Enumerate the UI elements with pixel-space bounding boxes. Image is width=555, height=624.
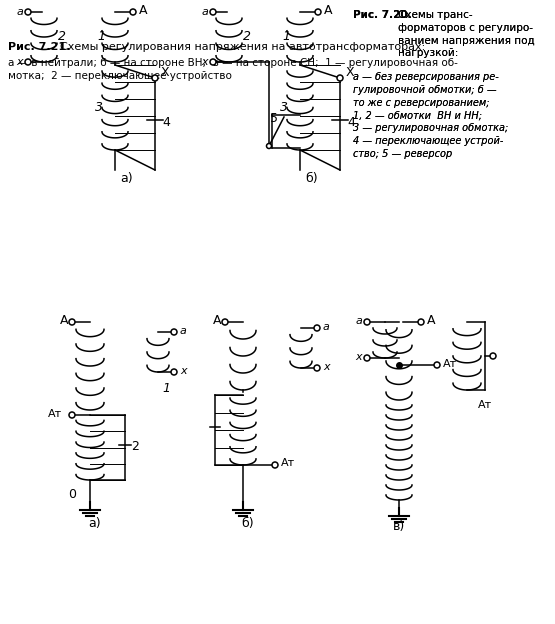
- Circle shape: [364, 319, 370, 325]
- Text: 0: 0: [68, 489, 76, 502]
- Circle shape: [272, 462, 278, 468]
- Text: 1: 1: [282, 31, 290, 44]
- Text: а: а: [17, 7, 23, 17]
- Circle shape: [210, 59, 216, 65]
- Text: 5: 5: [270, 112, 278, 125]
- Text: Aт: Aт: [478, 400, 492, 410]
- Text: 3: 3: [95, 101, 103, 114]
- Text: Рис. 7.20.: Рис. 7.20.: [353, 10, 412, 20]
- Text: A: A: [213, 314, 221, 328]
- Text: Схемы транс-
форматоров с регулиро-
ванием напряжения под
нагрузкой:: Схемы транс- форматоров с регулиро- вани…: [398, 10, 534, 59]
- Text: а: а: [323, 322, 330, 332]
- Circle shape: [490, 353, 496, 359]
- Text: а — в нейтрали; б — на стороне ВН;  в — на стороне СН;  1 — регулировочная об-
м: а — в нейтрали; б — на стороне ВН; в — н…: [8, 58, 458, 80]
- Circle shape: [222, 319, 228, 325]
- Circle shape: [314, 365, 320, 371]
- Circle shape: [418, 319, 424, 325]
- Circle shape: [25, 9, 31, 15]
- Circle shape: [315, 9, 321, 15]
- Text: A: A: [139, 4, 148, 17]
- Text: б): б): [306, 172, 319, 185]
- Circle shape: [171, 329, 177, 335]
- Text: Рис. 7.20.: Рис. 7.20.: [353, 10, 412, 20]
- Text: 1: 1: [97, 31, 105, 44]
- Circle shape: [364, 355, 370, 361]
- Text: а: а: [201, 7, 209, 17]
- Text: в): в): [393, 520, 405, 533]
- Text: x: x: [17, 57, 23, 67]
- Text: x: x: [356, 352, 362, 362]
- Circle shape: [171, 369, 177, 375]
- Text: а: а: [180, 326, 187, 336]
- Circle shape: [314, 325, 320, 331]
- Text: 2: 2: [58, 31, 66, 44]
- Circle shape: [434, 362, 440, 368]
- Text: x: x: [323, 362, 330, 372]
- Text: X: X: [346, 67, 355, 79]
- Text: x: x: [180, 366, 186, 376]
- Text: 4: 4: [162, 115, 170, 129]
- Text: 2: 2: [243, 31, 251, 44]
- Text: а: а: [356, 316, 362, 326]
- Text: Aт: Aт: [443, 359, 457, 369]
- Text: а — без реверсирования ре-
гулировочной обмотки; б —
то же с реверсированием;
1,: а — без реверсирования ре- гулировочной …: [353, 72, 508, 158]
- Text: Aт: Aт: [281, 458, 295, 468]
- Text: Схемы транс-
форматоров с регулиро-
ванием напряжения под
нагрузкой:: Схемы транс- форматоров с регулиро- вани…: [398, 10, 534, 59]
- Text: а — без реверсирования ре-
гулировочной обмотки; б —
то же с реверсированием;
1,: а — без реверсирования ре- гулировочной …: [353, 72, 508, 158]
- Circle shape: [130, 9, 136, 15]
- Text: A: A: [324, 4, 332, 17]
- Text: 1: 1: [162, 382, 170, 395]
- Text: x: x: [201, 57, 208, 67]
- Circle shape: [152, 75, 158, 81]
- Text: а): а): [89, 517, 102, 530]
- Circle shape: [337, 75, 343, 81]
- Text: X: X: [161, 67, 170, 79]
- Circle shape: [69, 412, 75, 418]
- Circle shape: [266, 144, 271, 149]
- Text: A: A: [60, 314, 68, 328]
- Text: Aт: Aт: [48, 409, 62, 419]
- Text: Схемы регулирования напряжения на автотрансформаторах:: Схемы регулирования напряжения на автотр…: [60, 42, 425, 52]
- Text: A: A: [427, 314, 436, 328]
- Circle shape: [25, 59, 31, 65]
- Text: 2: 2: [131, 440, 139, 453]
- Circle shape: [210, 9, 216, 15]
- Circle shape: [69, 319, 75, 325]
- Text: 4: 4: [347, 115, 355, 129]
- Text: б): б): [241, 517, 254, 530]
- Text: а): а): [120, 172, 133, 185]
- Text: 3: 3: [280, 101, 288, 114]
- Text: Рис. 7.21.: Рис. 7.21.: [8, 42, 70, 52]
